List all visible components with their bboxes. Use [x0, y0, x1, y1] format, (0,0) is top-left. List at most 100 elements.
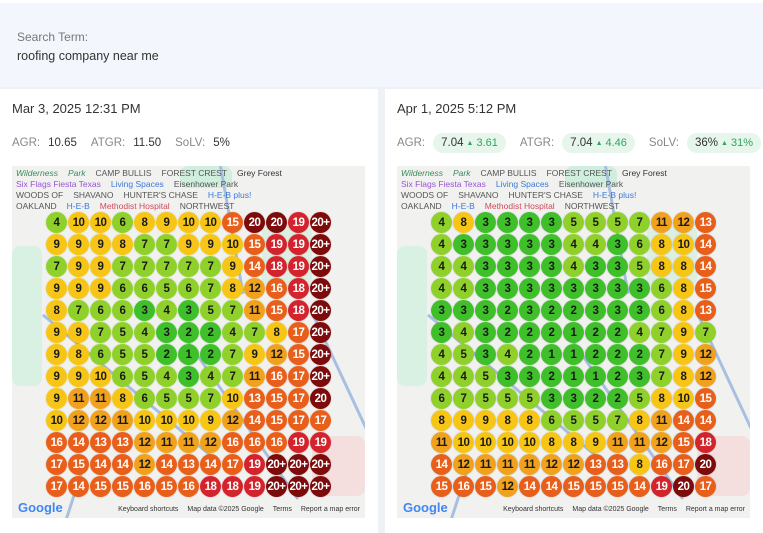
rank-pin[interactable]: 12 [453, 454, 474, 475]
rank-pin[interactable]: 17 [673, 454, 694, 475]
rank-pin[interactable]: 1 [178, 344, 199, 365]
rank-pin[interactable]: 3 [541, 256, 562, 277]
rank-pin[interactable]: 14 [156, 454, 177, 475]
rank-pin[interactable]: 8 [673, 300, 694, 321]
rank-pin[interactable]: 2 [519, 344, 540, 365]
rank-pin[interactable]: 16 [266, 366, 287, 387]
rank-pin[interactable]: 14 [68, 432, 89, 453]
rank-pin[interactable]: 9 [90, 234, 111, 255]
rank-pin[interactable]: 3 [431, 300, 452, 321]
rank-pin[interactable]: 12 [244, 278, 265, 299]
rank-pin[interactable]: 9 [156, 212, 177, 233]
rank-pin[interactable]: 5 [134, 344, 155, 365]
rank-pin[interactable]: 11 [607, 432, 628, 453]
rank-pin[interactable]: 8 [431, 410, 452, 431]
rank-pin[interactable]: 20 [310, 388, 331, 409]
rank-pin[interactable]: 20+ [266, 476, 287, 497]
rank-pin[interactable]: 5 [475, 366, 496, 387]
rank-pin[interactable]: 15 [68, 454, 89, 475]
rank-pin[interactable]: 16 [266, 278, 287, 299]
terms-link[interactable]: Terms [272, 506, 292, 513]
rank-pin[interactable]: 4 [453, 256, 474, 277]
rank-pin[interactable]: 13 [695, 212, 716, 233]
rank-pin[interactable]: 7 [90, 322, 111, 343]
rank-pin[interactable]: 8 [563, 432, 584, 453]
rank-pin[interactable]: 8 [112, 234, 133, 255]
rank-pin[interactable]: 3 [585, 278, 606, 299]
rank-pin[interactable]: 9 [46, 344, 67, 365]
rank-pin[interactable]: 3 [563, 278, 584, 299]
rank-pin[interactable]: 15 [266, 388, 287, 409]
rank-pin[interactable]: 12 [134, 432, 155, 453]
rank-pin[interactable]: 6 [90, 300, 111, 321]
rank-pin[interactable]: 20+ [310, 476, 331, 497]
rank-pin[interactable]: 17 [46, 454, 67, 475]
rank-pin[interactable]: 7 [222, 300, 243, 321]
rank-pin[interactable]: 10 [519, 432, 540, 453]
rank-pin[interactable]: 5 [178, 388, 199, 409]
rank-pin[interactable]: 6 [651, 278, 672, 299]
rank-pin[interactable]: 3 [519, 256, 540, 277]
rank-pin[interactable]: 5 [453, 344, 474, 365]
rank-pin[interactable]: 14 [541, 476, 562, 497]
rank-pin[interactable]: 4 [134, 322, 155, 343]
rank-pin[interactable]: 10 [134, 410, 155, 431]
rank-pin[interactable]: 9 [244, 344, 265, 365]
rank-pin[interactable]: 7 [222, 344, 243, 365]
rank-pin[interactable]: 2 [178, 322, 199, 343]
rank-pin[interactable]: 10 [497, 432, 518, 453]
rank-pin[interactable]: 3 [475, 300, 496, 321]
rank-pin[interactable]: 15 [288, 344, 309, 365]
rank-pin[interactable]: 7 [156, 234, 177, 255]
rank-pin[interactable]: 9 [68, 278, 89, 299]
rank-pin[interactable]: 19 [288, 432, 309, 453]
rank-pin[interactable]: 7 [178, 256, 199, 277]
rank-pin[interactable]: 9 [178, 234, 199, 255]
rank-pin[interactable]: 16 [222, 432, 243, 453]
rank-pin[interactable]: 8 [651, 234, 672, 255]
rank-pin[interactable]: 17 [310, 410, 331, 431]
rank-pin[interactable]: 5 [497, 388, 518, 409]
rank-pin[interactable]: 20 [266, 212, 287, 233]
rank-pin[interactable]: 10 [90, 212, 111, 233]
rank-pin[interactable]: 20+ [310, 234, 331, 255]
rank-pin[interactable]: 4 [200, 366, 221, 387]
rank-pin[interactable]: 10 [673, 388, 694, 409]
rank-pin[interactable]: 7 [651, 344, 672, 365]
rank-pin[interactable]: 9 [68, 256, 89, 277]
rank-pin[interactable]: 2 [519, 322, 540, 343]
rank-pin[interactable]: 10 [156, 410, 177, 431]
rank-pin[interactable]: 1 [563, 322, 584, 343]
rank-pin[interactable]: 12 [673, 212, 694, 233]
rank-pin[interactable]: 3 [475, 344, 496, 365]
rank-pin[interactable]: 4 [431, 212, 452, 233]
rank-pin[interactable]: 1 [563, 366, 584, 387]
rank-pin[interactable]: 6 [431, 388, 452, 409]
rank-pin[interactable]: 16 [266, 432, 287, 453]
rank-pin[interactable]: 15 [244, 234, 265, 255]
rank-pin[interactable]: 8 [541, 432, 562, 453]
rank-pin[interactable]: 12 [222, 410, 243, 431]
rank-pin[interactable]: 10 [68, 212, 89, 233]
rank-pin[interactable]: 10 [46, 410, 67, 431]
rank-pin[interactable]: 13 [112, 432, 133, 453]
rank-pin[interactable]: 3 [519, 300, 540, 321]
rank-pin[interactable]: 13 [585, 454, 606, 475]
rank-pin[interactable]: 1 [541, 344, 562, 365]
rank-pin[interactable]: 10 [178, 212, 199, 233]
rank-pin[interactable]: 9 [46, 388, 67, 409]
rank-pin[interactable]: 7 [200, 388, 221, 409]
rank-pin[interactable]: 18 [695, 432, 716, 453]
rank-pin[interactable]: 3 [541, 234, 562, 255]
rank-pin[interactable]: 5 [475, 388, 496, 409]
rank-pin[interactable]: 3 [607, 256, 628, 277]
rank-pin[interactable]: 15 [607, 476, 628, 497]
rank-pin[interactable]: 9 [673, 344, 694, 365]
rank-pin[interactable]: 8 [46, 300, 67, 321]
rank-pin[interactable]: 4 [431, 344, 452, 365]
rank-pin[interactable]: 11 [651, 410, 672, 431]
rank-pin[interactable]: 10 [453, 432, 474, 453]
rank-pin[interactable]: 6 [112, 300, 133, 321]
rank-pin[interactable]: 5 [200, 300, 221, 321]
rank-pin[interactable]: 2 [585, 322, 606, 343]
